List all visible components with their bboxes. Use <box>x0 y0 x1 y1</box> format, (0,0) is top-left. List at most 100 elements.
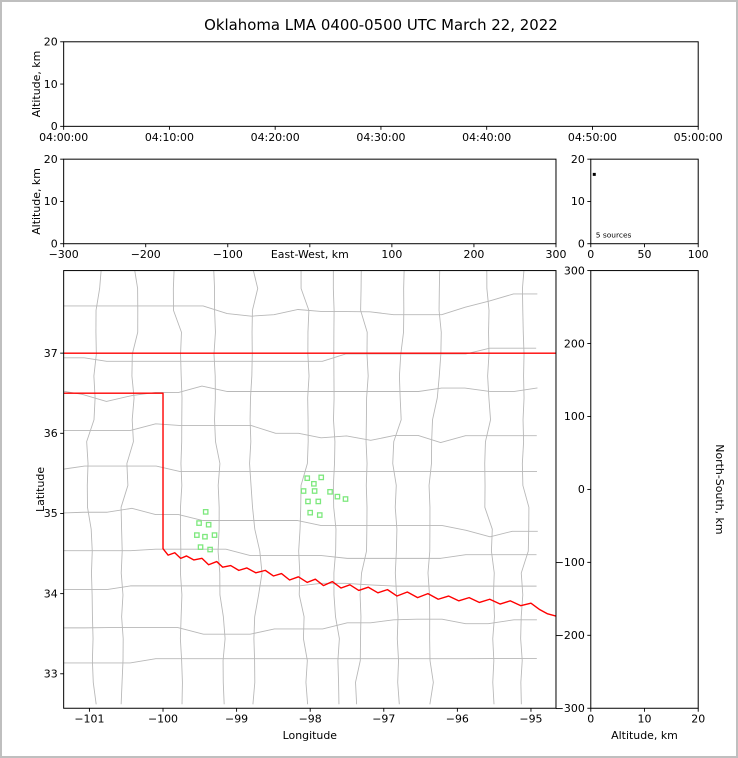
tick-label: 100 <box>688 248 709 261</box>
tick-label: 0 <box>587 713 594 726</box>
tick-label: 0 <box>587 248 594 261</box>
tick-label: 04:30:00 <box>356 131 405 144</box>
tick-label: 20 <box>571 153 585 166</box>
map-content <box>63 270 556 705</box>
source-point <box>334 493 341 500</box>
source-point <box>342 496 349 502</box>
tick-label: 0 <box>578 483 585 496</box>
source-point <box>194 532 200 538</box>
source-point <box>211 532 218 538</box>
panel-background <box>63 41 699 127</box>
tick-label: 20 <box>44 36 58 49</box>
county-line <box>427 270 442 705</box>
source-point <box>311 488 318 494</box>
tick-label: 200 <box>564 337 585 350</box>
county-line <box>332 270 340 705</box>
county-line <box>63 618 537 635</box>
tick-label: 20 <box>44 153 58 166</box>
source-point <box>305 498 311 505</box>
county-line <box>63 385 538 402</box>
county-line <box>63 293 538 317</box>
tick-label: −200 <box>131 248 161 261</box>
axis-label-altitude-mid: Altitude, km <box>30 168 43 235</box>
tick-label: 10 <box>44 78 58 91</box>
county-line <box>120 270 139 705</box>
tick-label: 300 <box>546 248 567 261</box>
tick-label: 0 <box>51 120 58 133</box>
source-point <box>318 474 325 481</box>
histogram-spike <box>592 172 596 176</box>
tick-label: 20 <box>691 713 705 726</box>
source-point <box>327 488 333 495</box>
county-line <box>392 270 405 705</box>
source-point <box>316 512 323 518</box>
county-line <box>213 270 226 705</box>
source-point <box>307 509 314 516</box>
tick-label: 36 <box>44 427 58 440</box>
tick-label: −100 <box>148 713 178 726</box>
tick-label: 34 <box>44 587 58 600</box>
tick-label: 300 <box>564 264 585 277</box>
tick-label: −200 <box>555 629 585 642</box>
tick-label: −96 <box>446 713 469 726</box>
county-line <box>63 465 537 473</box>
axis-label-altitude-top: Altitude, km <box>30 51 43 118</box>
tick-label: 10 <box>638 713 652 726</box>
tick-label: 04:20:00 <box>251 131 300 144</box>
county-line <box>63 658 537 664</box>
source-point <box>311 480 317 487</box>
county-line <box>63 423 537 444</box>
county-line <box>63 548 537 559</box>
tick-label: 35 <box>44 507 58 520</box>
source-point <box>304 475 311 482</box>
tick-label: −100 <box>555 556 585 569</box>
county-line <box>298 270 310 705</box>
source-point <box>202 509 209 515</box>
tick-label: 200 <box>463 248 484 261</box>
source-point <box>197 544 204 550</box>
panel-background <box>63 270 556 709</box>
tick-label: 04:00:00 <box>39 131 88 144</box>
axis-label-north-south: North-South, km <box>713 444 726 534</box>
source-point <box>196 520 202 526</box>
tick-label: 05:00:00 <box>674 131 723 144</box>
panel-background <box>590 270 699 709</box>
tick-label: 100 <box>564 410 585 423</box>
tick-label: −99 <box>225 713 248 726</box>
source-point <box>315 498 322 505</box>
tick-label: −95 <box>519 713 542 726</box>
axis-label-longitude: Longitude <box>283 729 338 742</box>
figure-title: Oklahoma LMA 0400-0500 UTC March 22, 202… <box>204 16 558 34</box>
tick-label: 0 <box>51 237 58 250</box>
county-line <box>172 270 183 705</box>
tick-label: 0 <box>578 237 585 250</box>
state-border-west-south <box>63 392 556 617</box>
tick-label: 04:50:00 <box>568 131 617 144</box>
source-point <box>205 521 212 528</box>
tick-label: 10 <box>44 195 58 208</box>
axis-label-altitude-bottom: Altitude, km <box>611 729 678 742</box>
county-line <box>484 270 495 705</box>
county-line <box>249 270 263 705</box>
tick-label: −97 <box>372 713 395 726</box>
county-line <box>63 582 537 590</box>
panel-background <box>63 159 556 244</box>
tick-label: −300 <box>49 248 79 261</box>
tick-label: 100 <box>381 248 402 261</box>
county-line <box>63 347 537 362</box>
tick-label: 37 <box>44 347 58 360</box>
tick-label: −300 <box>555 702 585 715</box>
source-point <box>300 488 307 494</box>
county-line <box>520 270 530 705</box>
tick-label: −100 <box>213 248 243 261</box>
tick-label: 33 <box>44 668 58 681</box>
source-point <box>207 546 213 553</box>
tick-label: 04:10:00 <box>145 131 194 144</box>
tick-label: 10 <box>571 195 585 208</box>
county-line <box>63 507 538 538</box>
tick-label: 50 <box>638 248 652 261</box>
axis-label-east-west: East-West, km <box>271 248 349 261</box>
tick-label: 04:40:00 <box>462 131 511 144</box>
